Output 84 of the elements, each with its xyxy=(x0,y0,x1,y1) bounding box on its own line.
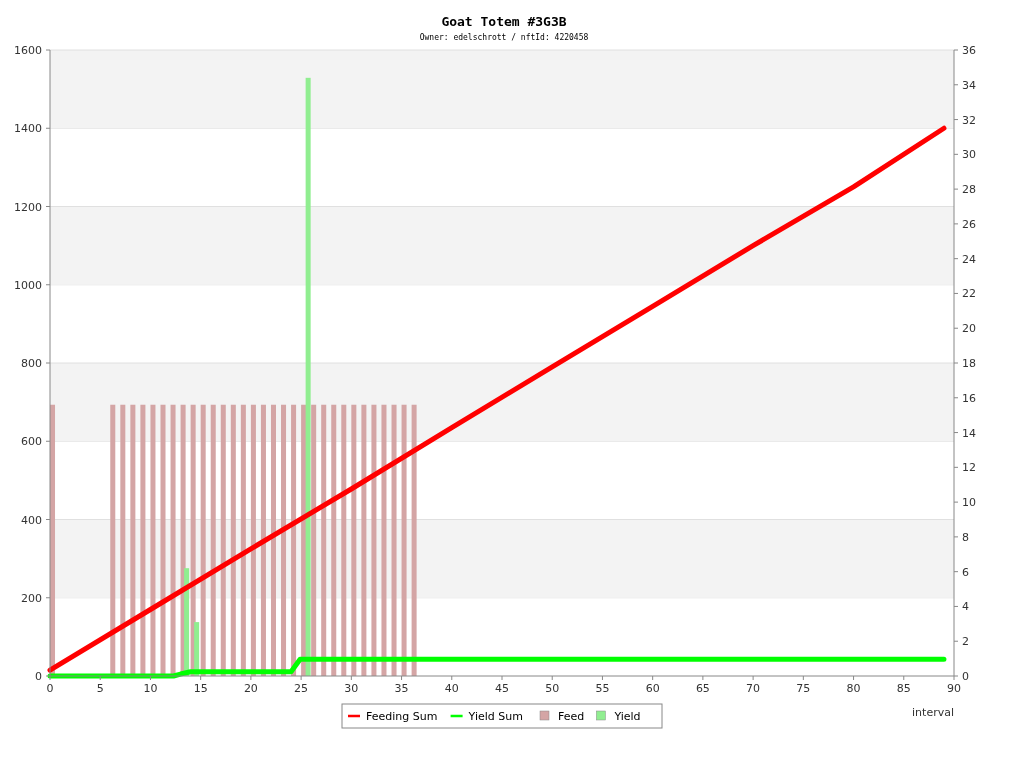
y-tick-label: 800 xyxy=(21,357,42,370)
bar xyxy=(381,404,387,676)
bar xyxy=(260,404,266,676)
x-axis-title: interval xyxy=(912,706,954,719)
legend-label: Yield Sum xyxy=(467,710,523,723)
y2-tick-label: 12 xyxy=(962,461,976,475)
y2-tick-label: 18 xyxy=(962,357,976,370)
bar xyxy=(411,404,417,676)
x-tick-label: 5 xyxy=(96,682,104,695)
bar xyxy=(110,404,116,676)
y2-tick-label: 26 xyxy=(962,217,976,231)
bar xyxy=(270,404,276,676)
bar xyxy=(401,404,407,676)
bar xyxy=(250,404,256,676)
x-tick-label: 50 xyxy=(545,682,560,695)
y2-tick-label: 20 xyxy=(962,322,976,336)
bar xyxy=(220,404,226,676)
y2-tick-label: 16 xyxy=(962,391,976,405)
chart-subtitle: Owner: edelschrott / nftId: 4220458 xyxy=(419,33,589,42)
bar xyxy=(160,404,166,676)
x-tick-label: 75 xyxy=(796,682,811,695)
bar xyxy=(230,404,236,676)
y2-tick-label: 14 xyxy=(962,426,976,440)
y2-tick-label: 10 xyxy=(962,496,976,510)
y2-tick-label: 36 xyxy=(962,44,976,57)
x-tick-label: 90 xyxy=(947,682,961,695)
chart-title: Goat Totem #3G3B xyxy=(441,14,567,29)
bar xyxy=(210,404,216,676)
bar xyxy=(200,404,206,676)
bar xyxy=(361,404,367,676)
x-tick-label: 55 xyxy=(595,682,610,695)
x-tick-label: 85 xyxy=(896,682,911,695)
x-tick-label: 30 xyxy=(344,682,359,695)
bar xyxy=(240,404,246,676)
x-tick-label: 10 xyxy=(143,682,158,695)
bar xyxy=(281,404,287,676)
y2-tick-label: 2 xyxy=(962,635,969,649)
x-tick-label: 45 xyxy=(495,682,509,695)
y2-tick-label: 30 xyxy=(962,148,976,162)
y-tick-label: 200 xyxy=(21,591,42,605)
bar xyxy=(321,404,327,676)
y-tick-label: 1000 xyxy=(14,278,42,292)
x-tick-label: 0 xyxy=(46,682,54,695)
bar xyxy=(130,404,136,676)
x-tick-label: 15 xyxy=(193,682,208,695)
legend-label: Feed xyxy=(558,710,585,723)
x-tick-label: 60 xyxy=(645,682,660,695)
bar xyxy=(391,404,397,676)
legend-label: Feeding Sum xyxy=(366,710,438,723)
y2-tick-label: 6 xyxy=(962,565,969,579)
x-tick-label: 40 xyxy=(444,682,459,695)
y2-tick-label: 4 xyxy=(962,600,969,614)
y-tick-label: 1200 xyxy=(14,200,42,214)
bar xyxy=(331,404,337,676)
legend-label: Yield xyxy=(613,710,641,723)
y-tick-label: 1600 xyxy=(14,44,42,57)
x-tick-label: 80 xyxy=(846,682,861,695)
bar xyxy=(311,404,317,676)
x-tick-label: 20 xyxy=(243,682,258,695)
y2-tick-label: 0 xyxy=(962,670,969,683)
y-tick-label: 1400 xyxy=(14,122,42,136)
y2-tick-label: 28 xyxy=(962,183,976,197)
y2-tick-label: 8 xyxy=(962,530,969,544)
bar xyxy=(301,404,307,676)
y2-tick-label: 34 xyxy=(962,78,976,92)
bar xyxy=(140,404,146,676)
bar xyxy=(150,404,156,676)
x-tick-label: 35 xyxy=(394,682,409,695)
y-tick-label: 0 xyxy=(35,670,42,683)
bar xyxy=(351,404,357,676)
bar xyxy=(305,77,311,676)
bar xyxy=(341,404,347,676)
y2-tick-label: 22 xyxy=(962,287,976,301)
bar xyxy=(371,404,377,676)
x-tick-label: 65 xyxy=(695,682,710,695)
y-tick-label: 600 xyxy=(21,435,42,449)
y2-tick-label: 32 xyxy=(962,113,976,127)
bar xyxy=(291,404,297,676)
bar xyxy=(120,404,126,676)
bar xyxy=(170,404,176,676)
y2-tick-label: 24 xyxy=(962,252,976,266)
y-tick-label: 400 xyxy=(21,513,42,527)
x-tick-label: 25 xyxy=(294,682,309,695)
x-tick-label: 70 xyxy=(746,682,761,695)
